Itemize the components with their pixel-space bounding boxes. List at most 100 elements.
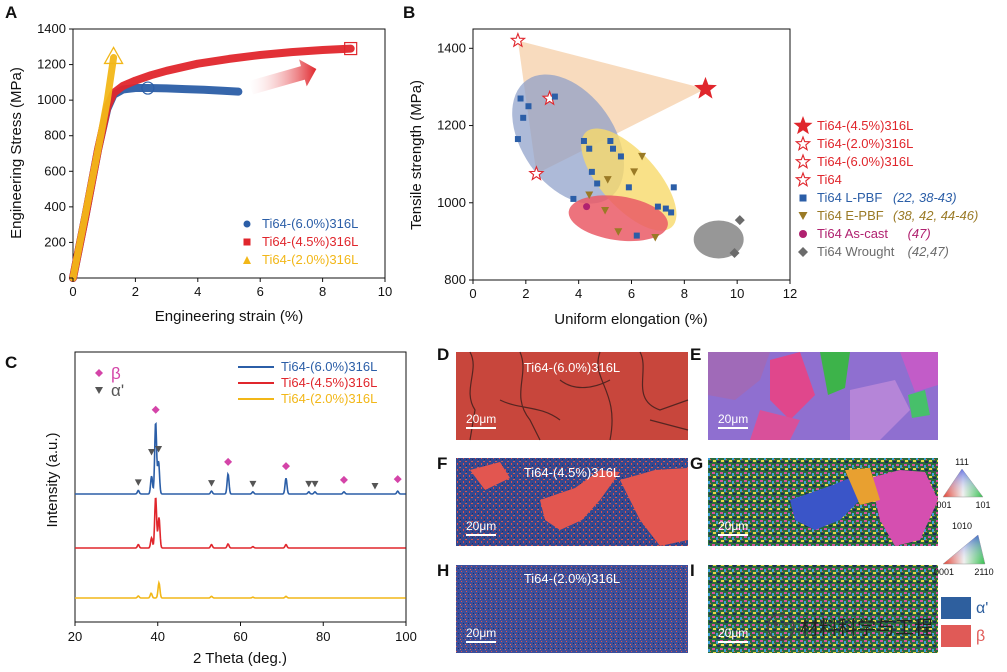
legend-marker-b — [799, 194, 807, 202]
scale-text-e: 20μm — [718, 412, 748, 426]
scale-text-h: 20μm — [466, 626, 496, 640]
grain-e-5 — [900, 352, 938, 392]
point-b — [633, 232, 640, 239]
scale-text-g: 20μm — [718, 519, 748, 533]
phase-map-d — [456, 352, 688, 440]
point-b — [670, 184, 677, 191]
grain-g-2 — [870, 470, 938, 546]
y-tick-label-a: 1200 — [37, 57, 66, 72]
watermark-logo-icon — [767, 613, 795, 641]
micrograph-f: F Ti64-(4.5%)316L 20μm — [437, 454, 688, 546]
watermark-logo-dot-icon — [774, 622, 778, 626]
panel-letter-g: G — [690, 454, 703, 473]
grain-e-4 — [850, 380, 910, 440]
beta-peak-marker-c — [151, 405, 160, 414]
legend-ref-b: (38, 42, 44-46) — [893, 208, 978, 223]
x-axis-title-b: Uniform elongation (%) — [554, 311, 707, 328]
point-b — [525, 103, 532, 110]
end-marker-triangle-a — [103, 46, 124, 65]
legend-marker-a — [243, 256, 251, 264]
point-b — [651, 234, 660, 242]
x-tick-label-a: 2 — [132, 284, 139, 299]
micrograph-g: G 20μm — [690, 454, 938, 546]
legend-marker-b — [794, 153, 812, 169]
legend-b: Ti64-(4.5%)316L Ti64-(2.0%)316L Ti64-(6.0%… — [793, 116, 978, 259]
point-b — [610, 145, 617, 152]
legend-ref-b: (22, 38-43) — [893, 190, 957, 205]
y-tick-label-a: 1000 — [37, 92, 66, 107]
point-b — [617, 153, 624, 160]
legend-marker-b — [798, 212, 808, 220]
phase-key-beta-label: β — [976, 628, 985, 645]
panel-b: B 0 2 4 6 8 10 12 800 1000 1200 1400 Uniform elong… — [403, 3, 978, 328]
legend-label-b: Ti64 L-PBF — [817, 190, 882, 205]
micrograph-h: H Ti64-(2.0%)316L 20μm — [437, 561, 688, 653]
ipf-key-beta-shade — [943, 469, 983, 497]
legend-label-c: Ti64-(4.5%)316L — [281, 375, 377, 390]
beta-region-f-1 — [540, 470, 620, 530]
y-axis-title-b: Tensile strength (MPa) — [408, 80, 425, 230]
point-b — [729, 247, 740, 258]
legend-marker-b — [793, 116, 813, 135]
panel-c: C 20 40 60 80 100 2 Theta (deg.) Intensity (… — [5, 351, 417, 667]
micrograph-label-d: Ti64-(6.0%)316L — [524, 360, 620, 375]
x-tick-label-b: 0 — [469, 286, 476, 301]
point-b — [520, 114, 527, 121]
alpha-peak-marker-c — [208, 480, 216, 487]
ipf-key-alpha: 1010 0001 2110 — [934, 521, 994, 577]
end-marker-square-a — [344, 41, 358, 56]
legend-label-b: Ti64 E-PBF — [817, 208, 884, 223]
alpha-peak-marker-c — [148, 448, 156, 456]
alpha-peak-marker-c — [134, 479, 142, 486]
alpha-peak-marker-c — [249, 480, 257, 488]
panel-letter-i: I — [690, 561, 695, 580]
phase-legend-label-c: α' — [111, 381, 124, 400]
micrograph-label-f: Ti64-(4.5%)316L — [524, 465, 620, 480]
alpha-peak-marker-c — [371, 483, 379, 490]
panel-letter-f: F — [437, 454, 447, 473]
phase-key-beta-swatch — [941, 625, 971, 647]
x-axis-title-c: 2 Theta (deg.) — [193, 650, 287, 667]
point-b — [570, 195, 577, 202]
point-b — [625, 184, 632, 191]
region-ascast-b — [568, 195, 668, 242]
x-tick-label-a: 6 — [257, 284, 264, 299]
panel-letter-h: H — [437, 561, 449, 580]
region-epbf-b — [581, 128, 677, 231]
x-tick-label-c: 40 — [151, 629, 165, 644]
x-tick-label-c: 20 — [68, 629, 82, 644]
panel-letter-e: E — [690, 345, 701, 364]
legend-marker-b — [794, 135, 812, 151]
beta-peak-marker-c — [339, 475, 348, 484]
x-tick-label-c: 80 — [316, 629, 330, 644]
phase-key-alpha-swatch — [941, 597, 971, 619]
trend-arrow-a — [248, 59, 317, 95]
legend-label-b: Ti64-(6.0%)316L — [817, 154, 913, 169]
y-tick-label-a: 0 — [59, 270, 66, 285]
point-b — [583, 203, 591, 211]
point-b — [630, 168, 639, 176]
scale-text-i: 20μm — [718, 626, 748, 640]
phase-map-h — [456, 565, 688, 653]
panel-letter-b: B — [403, 3, 415, 22]
grain-boundaries-d — [469, 351, 689, 441]
legend-label-b: Ti64 As-cast — [817, 226, 888, 241]
micrograph-d: D Ti64-(6.0%)316L 20μm — [437, 345, 689, 441]
point-b — [585, 191, 594, 200]
point-b — [588, 168, 595, 175]
grain-e-1 — [708, 352, 770, 400]
phase-legend-marker-c — [95, 369, 103, 377]
x-tick-label-a: 10 — [378, 284, 392, 299]
x-tick-label-c: 100 — [395, 629, 417, 644]
panel-letter-c: C — [5, 353, 17, 372]
x-tick-label-a: 4 — [194, 284, 201, 299]
y-tick-label-a: 1400 — [37, 21, 66, 36]
legend-ref-b: (47) — [908, 226, 931, 241]
point-b — [662, 205, 669, 212]
beta-region-f-2 — [620, 468, 688, 546]
xrd-pattern-c-2 — [75, 580, 406, 599]
legend-marker-a — [243, 220, 251, 228]
y-tick-label-a: 800 — [44, 128, 66, 143]
point-b — [654, 203, 661, 210]
